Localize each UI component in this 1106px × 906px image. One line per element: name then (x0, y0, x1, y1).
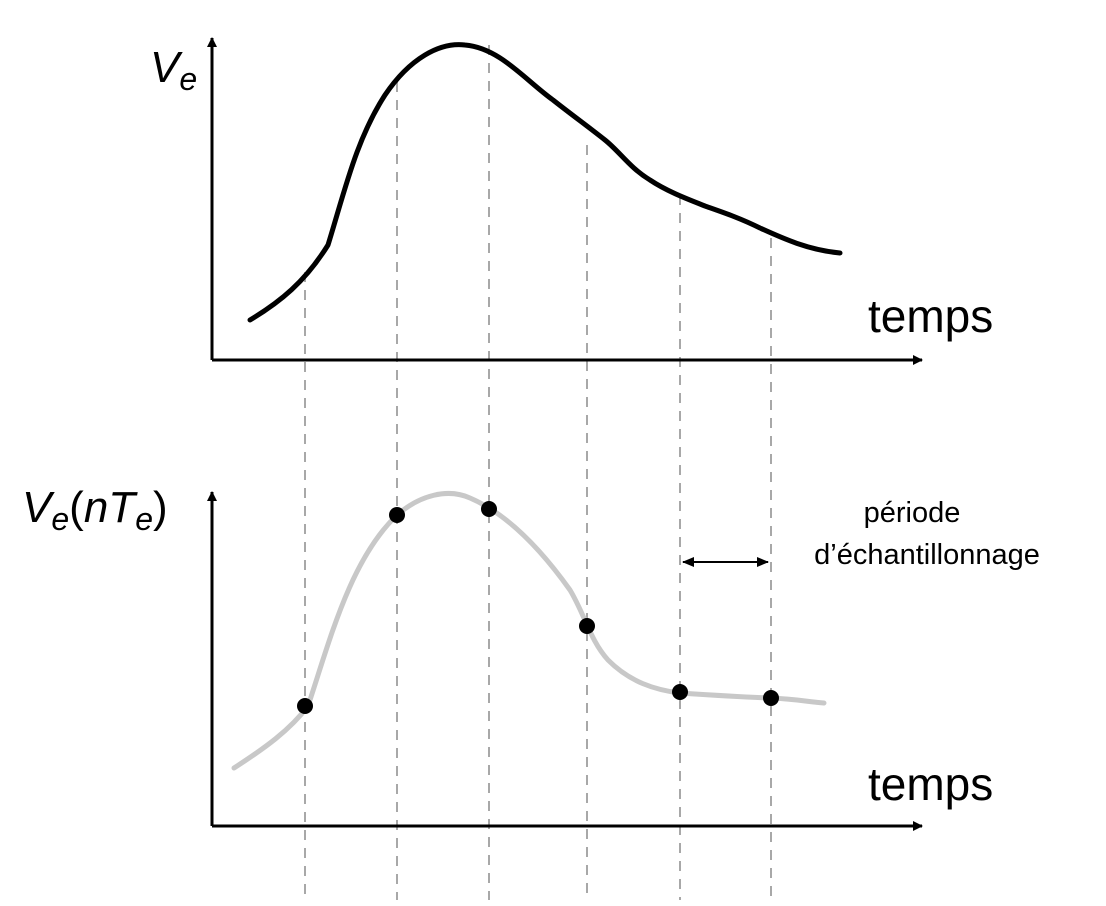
sample-point-6 (763, 690, 779, 706)
bottom-plot: Ve(nTe) temps période d’échantillonnage (22, 483, 1040, 831)
reconstructed-signal-curve (231, 490, 827, 771)
top-x-axis-label: temps (868, 290, 993, 342)
sampling-period-label-line2: d’échantillonnage (814, 539, 1040, 571)
bottom-y-axis-label: Ve(nTe) (22, 483, 168, 537)
bottom-x-axis-label: temps (868, 758, 993, 810)
sample-points (297, 501, 779, 714)
sample-point-4 (579, 618, 595, 634)
sample-point-3 (481, 501, 497, 517)
sample-point-2 (389, 507, 405, 523)
continuous-signal-curve (247, 42, 843, 323)
sample-point-1 (297, 698, 313, 714)
sample-point-5 (672, 684, 688, 700)
top-plot: Ve temps (150, 37, 993, 365)
sampling-period-label-line1: période (864, 497, 961, 529)
top-y-axis-label: Ve (150, 43, 197, 97)
sampling-guides (304, 45, 772, 900)
